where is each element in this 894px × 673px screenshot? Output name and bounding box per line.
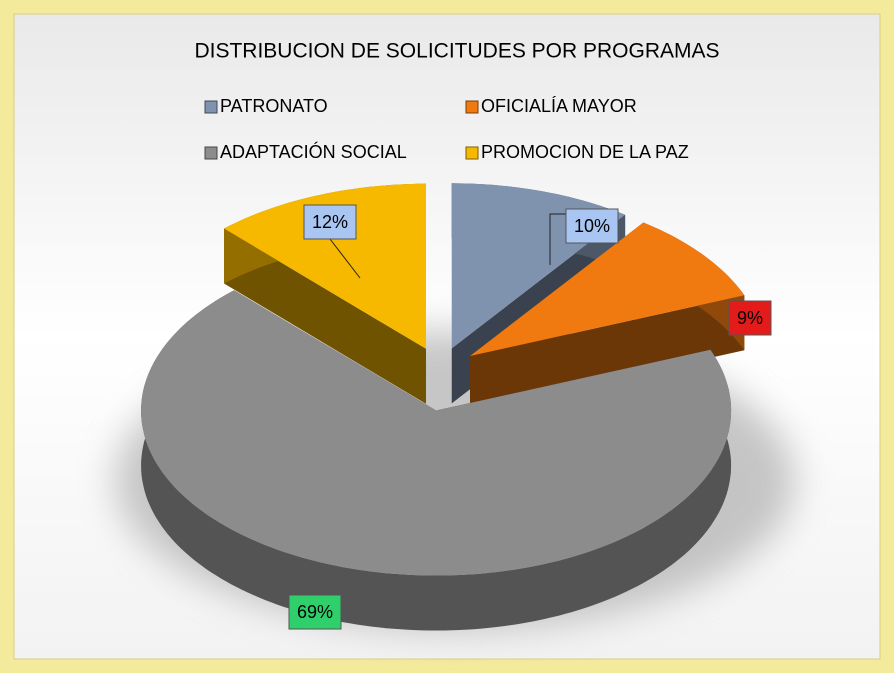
data-labels: 10% 9% 69% 12% bbox=[288, 204, 772, 630]
slice-side bbox=[224, 228, 427, 404]
data-label-box bbox=[303, 204, 357, 240]
legend-label: ADAPTACIÓN SOCIAL bbox=[220, 141, 407, 162]
legend-label: PATRONATO bbox=[220, 96, 328, 116]
leader-line bbox=[329, 238, 361, 279]
data-label: 12% bbox=[312, 212, 348, 232]
data-label-box bbox=[565, 208, 619, 244]
legend-swatch bbox=[204, 100, 218, 114]
legend-swatch bbox=[204, 146, 218, 160]
chart-title: DISTRIBUCION DE SOLICITUDES POR PROGRAMA… bbox=[194, 40, 719, 63]
slice bbox=[141, 290, 732, 576]
leader-line bbox=[549, 213, 566, 265]
legend-label: OFICIALÍA MAYOR bbox=[481, 96, 637, 116]
slice bbox=[224, 183, 427, 349]
data-label-box bbox=[728, 300, 772, 336]
data-label: 9% bbox=[737, 308, 763, 328]
legend-swatch bbox=[465, 100, 479, 114]
legend-swatch bbox=[465, 146, 479, 160]
legend-label: PROMOCION DE LA PAZ bbox=[481, 142, 689, 162]
slice-side bbox=[470, 295, 745, 412]
data-label: 10% bbox=[574, 216, 610, 236]
slice bbox=[470, 222, 745, 357]
legend: PATRONATO OFICIALÍA MAYOR ADAPTACIÓN SOCIA… bbox=[204, 96, 689, 162]
data-label-box bbox=[288, 594, 342, 630]
data-label: 69% bbox=[297, 602, 333, 622]
